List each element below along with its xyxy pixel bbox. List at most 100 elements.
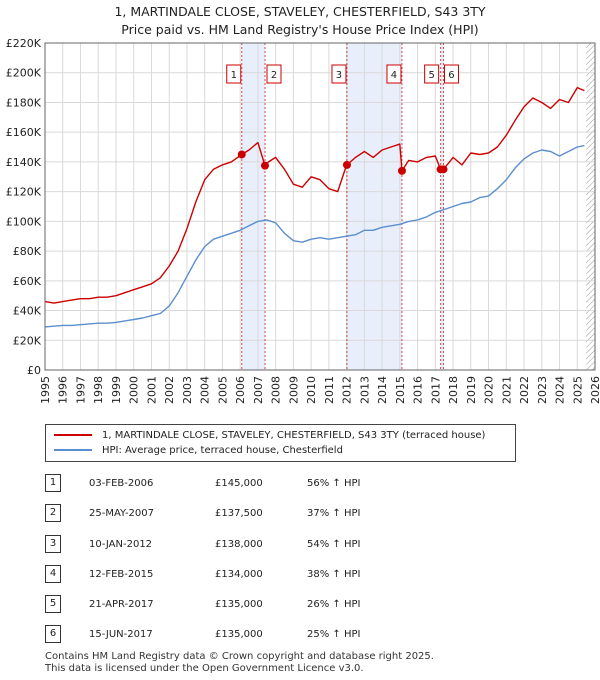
- y-tick-label: £40K: [13, 305, 42, 318]
- x-tick-label: 1997: [74, 376, 87, 404]
- y-tick-label: £160K: [6, 126, 42, 139]
- tx-hpi: 56% ↑ HPI: [307, 478, 361, 489]
- x-tick-label: 2026: [589, 376, 600, 404]
- tx-hpi: 38% ↑ HPI: [307, 569, 361, 580]
- shaded-band: [440, 43, 444, 370]
- plot-frame: [44, 42, 596, 371]
- sale-point-2: [261, 161, 269, 170]
- tx-date: 21-APR-2017: [89, 599, 154, 610]
- legend-swatch-blue: [54, 449, 92, 451]
- y-tick-label: £80K: [13, 245, 42, 258]
- marker-box-6: [443, 64, 459, 84]
- y-tick-label: £220K: [6, 37, 42, 50]
- legend-item-property: 1, MARTINDALE CLOSE, STAVELEY, CHESTERFI…: [54, 429, 485, 443]
- shaded-band: [241, 43, 265, 370]
- chart-subtitle: Price paid vs. HM Land Registry's House …: [121, 22, 479, 37]
- tx-number: 6: [45, 625, 61, 643]
- marker-label-5: 5: [428, 70, 434, 81]
- x-tick-label: 2008: [270, 376, 283, 404]
- tx-hpi: 26% ↑ HPI: [307, 599, 361, 610]
- x-tick-label: 2019: [465, 376, 478, 404]
- legend-label-hpi: HPI: Average price, terraced house, Ches…: [102, 445, 343, 456]
- tx-date: 25-MAY-2007: [89, 508, 155, 519]
- tx-hpi: 37% ↑ HPI: [307, 508, 361, 519]
- chart-title: 1, MARTINDALE CLOSE, STAVELEY, CHESTERFI…: [114, 4, 486, 19]
- footer-copyright: Contains HM Land Registry data © Crown c…: [45, 651, 434, 662]
- y-tick-label: £0: [27, 364, 41, 377]
- sale-point-1: [237, 150, 246, 159]
- hpi-line: [44, 144, 585, 328]
- property-price-line: [44, 86, 585, 304]
- x-tick-label: 2000: [128, 376, 141, 404]
- marker-label-3: 3: [336, 70, 342, 81]
- tx-date: 03-FEB-2006: [89, 478, 154, 489]
- marker-label-4: 4: [391, 70, 397, 81]
- tx-price: £135,000: [215, 629, 263, 640]
- marker-box-2: [266, 64, 282, 84]
- x-tick-label: 2013: [358, 376, 371, 404]
- legend-swatch-red: [54, 434, 92, 436]
- x-tick-label: 2002: [163, 376, 176, 404]
- x-tick-label: 1999: [110, 376, 123, 404]
- tx-hpi: 25% ↑ HPI: [307, 629, 361, 640]
- y-tick-label: £60K: [13, 275, 42, 288]
- x-tick-label: 2009: [287, 376, 300, 404]
- x-tick-label: 2023: [536, 376, 549, 404]
- marker-label-1: 1: [231, 70, 237, 81]
- tx-price: £137,500: [215, 508, 263, 519]
- x-tick-label: 2016: [412, 376, 425, 404]
- y-tick-label: £120K: [6, 186, 42, 199]
- sale-point-3: [342, 160, 351, 169]
- y-tick-label: £180K: [6, 96, 42, 109]
- sale-point-4: [397, 166, 406, 175]
- tx-price: £134,000: [215, 569, 263, 580]
- tx-price: £145,000: [215, 478, 263, 489]
- marker-box-3: [331, 64, 347, 84]
- x-tick-label: 2024: [554, 376, 567, 404]
- legend-label-property: 1, MARTINDALE CLOSE, STAVELEY, CHESTERFI…: [102, 430, 486, 441]
- marker-label-2: 2: [271, 70, 277, 81]
- x-tick-label: 2003: [181, 376, 194, 404]
- x-tick-label: 2006: [234, 376, 247, 404]
- hatched-region: [586, 43, 595, 370]
- x-tick-label: 2025: [571, 376, 584, 404]
- marker-label-6: 6: [448, 70, 454, 81]
- y-tick-label: £200K: [6, 67, 42, 80]
- marker-box-5: [424, 64, 440, 84]
- x-tick-label: 1996: [57, 376, 70, 404]
- x-tick-label: 2010: [305, 376, 318, 404]
- tx-price: £138,000: [215, 539, 263, 550]
- shaded-band: [346, 43, 402, 370]
- tx-number: 1: [45, 474, 61, 492]
- tx-number: 4: [45, 565, 61, 583]
- x-tick-label: 2001: [145, 376, 158, 404]
- legend: 1, MARTINDALE CLOSE, STAVELEY, CHESTERFI…: [45, 424, 516, 462]
- tx-date: 15-JUN-2017: [89, 629, 153, 640]
- y-tick-label: £20K: [13, 334, 42, 347]
- y-tick-label: £100K: [6, 215, 42, 228]
- marker-box-4: [386, 64, 402, 84]
- sale-point-6: [439, 165, 448, 174]
- x-tick-label: 2012: [341, 376, 354, 404]
- tx-date: 12-FEB-2015: [89, 569, 154, 580]
- x-tick-label: 2014: [376, 376, 389, 404]
- x-tick-label: 2007: [252, 376, 265, 404]
- tx-date: 10-JAN-2012: [89, 539, 153, 550]
- tx-number: 3: [45, 535, 61, 553]
- x-tick-label: 2004: [199, 376, 212, 404]
- tx-price: £135,000: [215, 599, 263, 610]
- x-tick-label: 2018: [447, 376, 460, 404]
- price-chart: 1 2 3 4 5 6 £0 £20K £40K £60K £80K £100K £120K £140K…: [6, 37, 600, 404]
- tx-number: 5: [45, 595, 61, 613]
- tx-number: 2: [45, 504, 61, 522]
- x-tick-label: 1995: [39, 376, 52, 404]
- x-tick-label: 1998: [92, 376, 105, 404]
- marker-box-1: [226, 64, 242, 84]
- x-tick-label: 2021: [500, 376, 513, 404]
- x-tick-label: 2017: [429, 376, 442, 404]
- footer-license: This data is licensed under the Open Gov…: [45, 663, 364, 674]
- x-tick-label: 2005: [216, 376, 229, 404]
- x-tick-label: 2020: [483, 376, 496, 404]
- tx-hpi: 54% ↑ HPI: [307, 539, 361, 550]
- legend-item-hpi: HPI: Average price, terraced house, Ches…: [54, 444, 343, 458]
